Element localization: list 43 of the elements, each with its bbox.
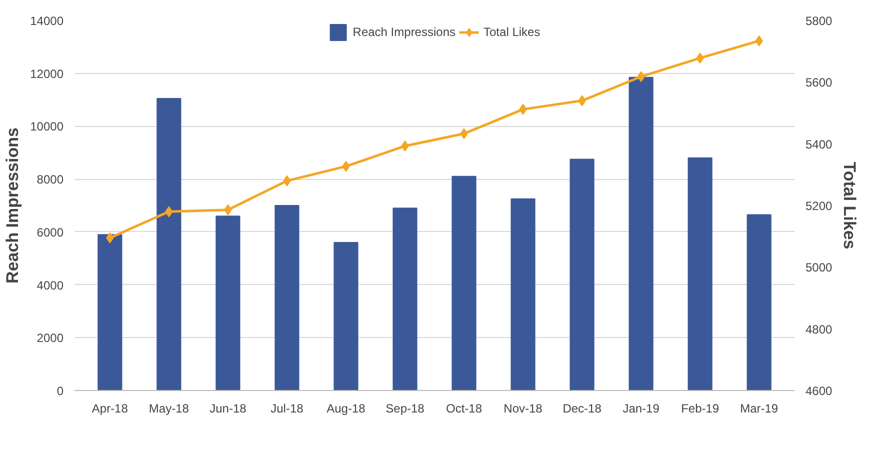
bar — [510, 198, 536, 390]
y2-tick-label: 5400 — [806, 137, 833, 152]
y-tick-label: 6000 — [36, 225, 64, 240]
bar — [156, 98, 182, 390]
bar — [334, 242, 358, 390]
bar — [98, 234, 122, 390]
legend-label: Reach Impressions — [352, 25, 456, 39]
y-axis-title: Reach Impressions — [3, 128, 22, 284]
y2-tick-label: 5800 — [806, 14, 833, 28]
bar — [274, 205, 300, 390]
y-tick-label: 4000 — [36, 278, 64, 292]
y2-tick-label: 5000 — [806, 260, 833, 275]
y2-axis-title: Total Likes — [840, 162, 860, 250]
y-tick-label: 2000 — [36, 331, 64, 346]
y2-tick-label: 5200 — [806, 199, 833, 213]
y-tick-label: 12000 — [30, 66, 64, 81]
y-tick-label: 14000 — [30, 14, 64, 28]
x-tick-label: Nov-18 — [504, 402, 543, 416]
x-tick-label: Apr-18 — [92, 402, 128, 416]
x-tick-label: Mar-19 — [740, 402, 778, 416]
x-tick-label: Jun-18 — [210, 402, 247, 416]
x-tick-label: Aug-18 — [326, 402, 366, 416]
x-tick-label: Jan-19 — [622, 402, 660, 416]
bar — [746, 214, 772, 390]
bar — [688, 157, 712, 390]
x-tick-label: Dec-18 — [562, 402, 602, 416]
bar — [216, 216, 240, 390]
bar — [452, 176, 476, 390]
legend-label: Total Likes — [484, 25, 540, 39]
bar — [570, 158, 594, 390]
y2-tick-label: 5600 — [806, 76, 833, 90]
bar — [392, 208, 418, 390]
y-tick-label: 8000 — [36, 172, 64, 187]
x-tick-label: May-18 — [148, 402, 190, 416]
y-tick-label: 0 — [56, 384, 64, 398]
bar — [628, 76, 654, 390]
x-tick-label: Sep-18 — [386, 402, 425, 416]
x-tick-label: Feb-19 — [681, 402, 720, 416]
x-tick-label: Jul-18 — [270, 402, 304, 416]
x-tick-label: Oct-18 — [446, 402, 482, 416]
y2-tick-label: 4600 — [806, 384, 833, 398]
y-tick-label: 10000 — [30, 120, 64, 134]
y2-tick-label: 4800 — [806, 322, 833, 336]
